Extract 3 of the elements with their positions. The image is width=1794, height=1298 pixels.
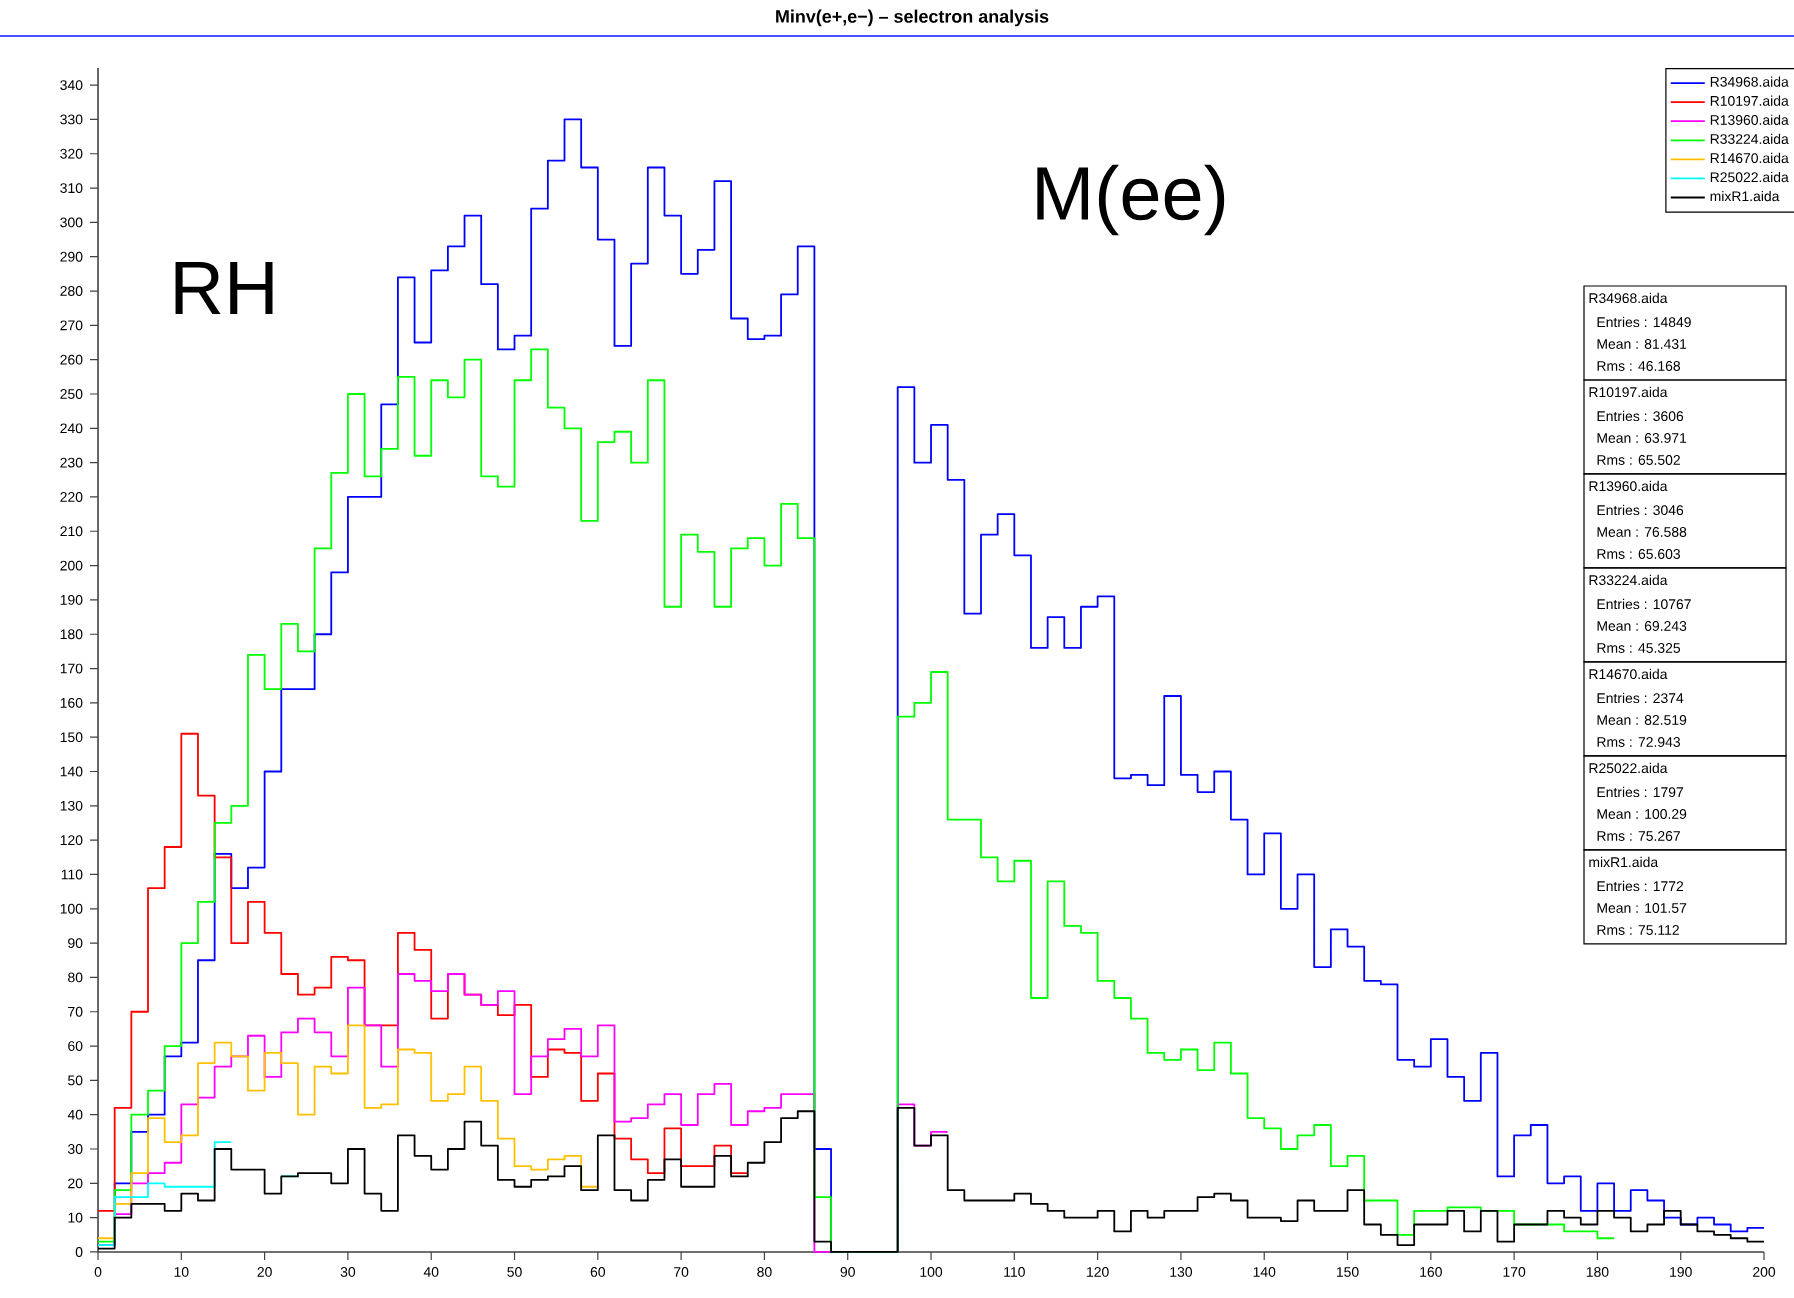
annotation: RH <box>175 261 273 315</box>
chart-title: Minv(e+,e−) – selectron analysis <box>776 9 1049 27</box>
annotation: M(ee) <box>1037 164 1225 236</box>
